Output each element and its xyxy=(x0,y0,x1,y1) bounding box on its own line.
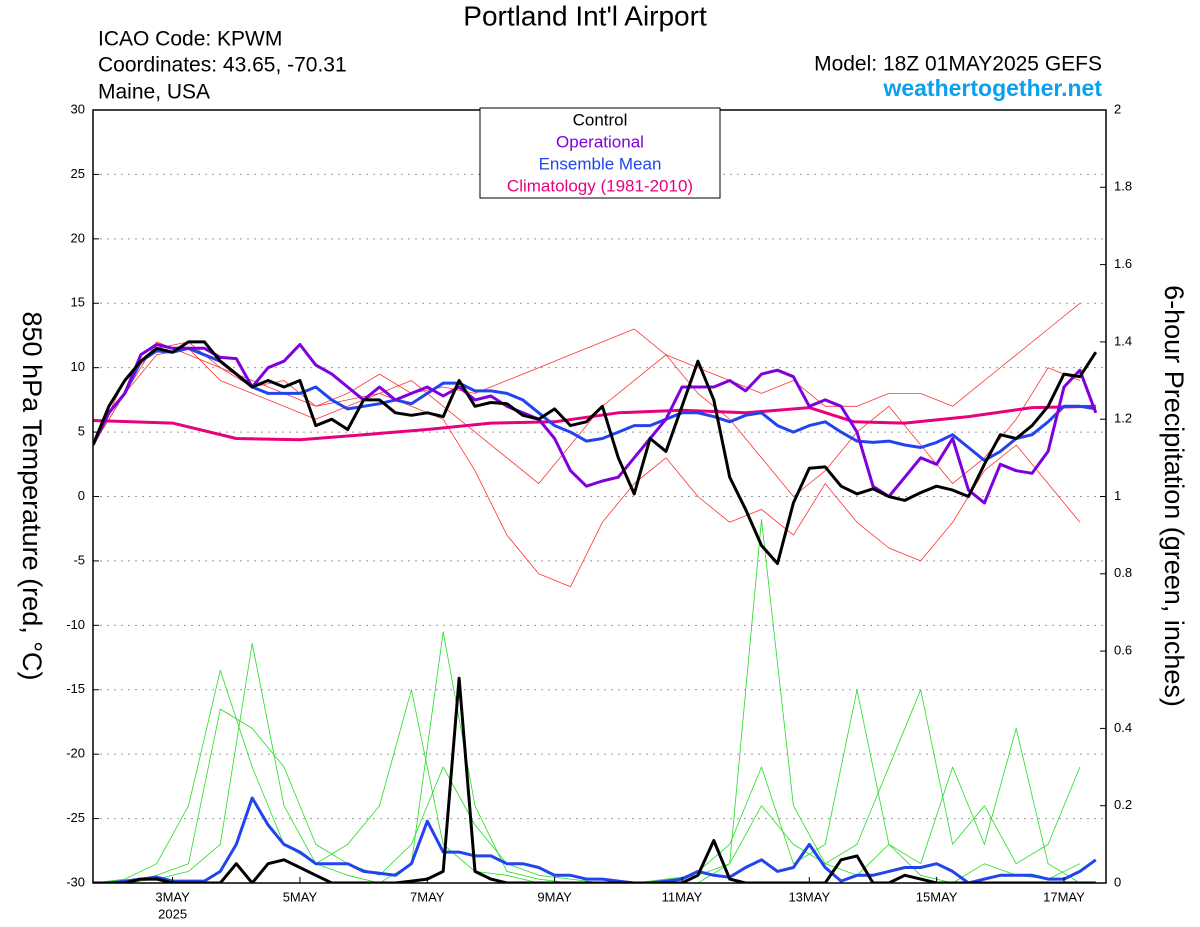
legend: Control Operational Ensemble Mean Climatolo… xyxy=(479,107,721,199)
y-axis-label: 850 hPa Temperature (red, °C) xyxy=(17,312,47,681)
y2-tick-label: 1.6 xyxy=(1114,256,1132,271)
member-line xyxy=(93,670,1081,883)
x-tick-label: 9MAY xyxy=(537,889,572,904)
y2-tick-label: 0.8 xyxy=(1114,565,1132,580)
y2-axis-label: 6-hour Precipitation (green, inches) xyxy=(1159,285,1189,707)
model-info: Model: 18Z 01MAY2025 GEFS xyxy=(814,53,1102,76)
series-line xyxy=(93,676,1096,883)
y2-tick-label: 1 xyxy=(1114,488,1121,503)
info-line: Coordinates: 43.65, -70.31 xyxy=(98,54,347,77)
y-tick-label: 20 xyxy=(71,230,85,245)
y2-tick-label: 1.4 xyxy=(1114,333,1132,348)
legend-entry: Control xyxy=(573,110,628,129)
info-line: Maine, USA xyxy=(98,81,210,104)
series xyxy=(93,302,1098,883)
member-line xyxy=(93,519,1081,883)
x-tick-label: 17MAY xyxy=(1043,889,1085,904)
info-line: ICAO Code: KPWM xyxy=(98,28,282,51)
chart-title: Portland Int'l Airport xyxy=(463,0,707,31)
y2-tick-label: 1.8 xyxy=(1114,179,1132,194)
y-tick-label: 25 xyxy=(71,166,85,181)
member-line xyxy=(93,347,1081,588)
x-tick-label: 3MAY xyxy=(155,889,190,904)
y-tick-label: -5 xyxy=(73,552,85,567)
y-tick-label: -20 xyxy=(66,746,85,761)
y-tick-label: 10 xyxy=(71,359,85,374)
axes: -30-25-20-15-10-505101520253000.20.40.60… xyxy=(66,101,1132,921)
legend-entry: Climatology (1981-2010) xyxy=(507,176,693,195)
legend-entry: Ensemble Mean xyxy=(539,154,662,173)
y2-tick-label: 1.2 xyxy=(1114,411,1132,426)
x-tick-label: 13MAY xyxy=(788,889,830,904)
series-line xyxy=(93,796,1097,883)
series-line xyxy=(93,343,1098,505)
x-tick-label: 11MAY xyxy=(662,889,703,904)
member-line xyxy=(93,302,1081,446)
y2-tick-label: 2 xyxy=(1114,101,1121,116)
grid xyxy=(93,109,1106,884)
website: weathertogether.net xyxy=(882,75,1102,101)
y-tick-label: 30 xyxy=(71,101,85,116)
y-tick-label: -15 xyxy=(66,681,85,696)
legend-box xyxy=(479,107,721,199)
x-sublabel: 2025 xyxy=(158,906,187,921)
y2-tick-label: 0 xyxy=(1114,874,1121,889)
x-tick-label: 7MAY xyxy=(410,889,445,904)
y-tick-label: 0 xyxy=(78,488,85,503)
y-tick-label: 15 xyxy=(71,295,85,310)
x-tick-label: 15MAY xyxy=(916,889,958,904)
y-tick-label: -25 xyxy=(66,810,85,825)
member-line xyxy=(93,689,1081,883)
y-tick-label: -10 xyxy=(66,617,85,632)
legend-entry: Operational xyxy=(556,132,644,151)
y2-tick-label: 0.4 xyxy=(1114,720,1132,735)
y2-tick-label: 0.2 xyxy=(1114,797,1132,812)
series-line xyxy=(93,346,1097,462)
series-line xyxy=(93,340,1098,565)
x-tick-label: 5MAY xyxy=(283,889,318,904)
y-tick-label: -30 xyxy=(66,874,85,889)
series-line xyxy=(93,404,1096,442)
y-tick-label: 5 xyxy=(78,424,85,439)
y2-tick-label: 0.6 xyxy=(1114,643,1132,658)
